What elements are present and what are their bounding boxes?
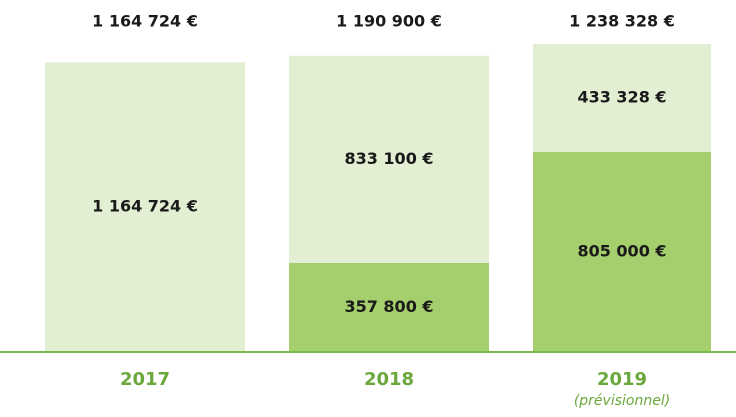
value-label: 433 328 € xyxy=(577,87,666,106)
bar-segment xyxy=(289,55,489,264)
value-label: 1 164 724 € xyxy=(92,197,198,216)
total-label: 1 238 328 € xyxy=(569,12,675,31)
bar-segment xyxy=(533,44,711,152)
total-label: 1 164 724 € xyxy=(92,12,198,31)
category-label: 2018 xyxy=(364,369,414,390)
value-label: 833 100 € xyxy=(344,149,433,168)
category-label: 2017 xyxy=(120,369,170,390)
total-label: 1 190 900 € xyxy=(336,12,442,31)
category-label: 2019 xyxy=(597,369,647,390)
bar-segment xyxy=(533,151,711,352)
value-label: 357 800 € xyxy=(344,297,433,316)
value-label: 805 000 € xyxy=(577,241,666,260)
bar-segment xyxy=(45,62,245,352)
category-note: (prévisionnel) xyxy=(574,393,670,409)
bar-segment xyxy=(289,263,489,352)
